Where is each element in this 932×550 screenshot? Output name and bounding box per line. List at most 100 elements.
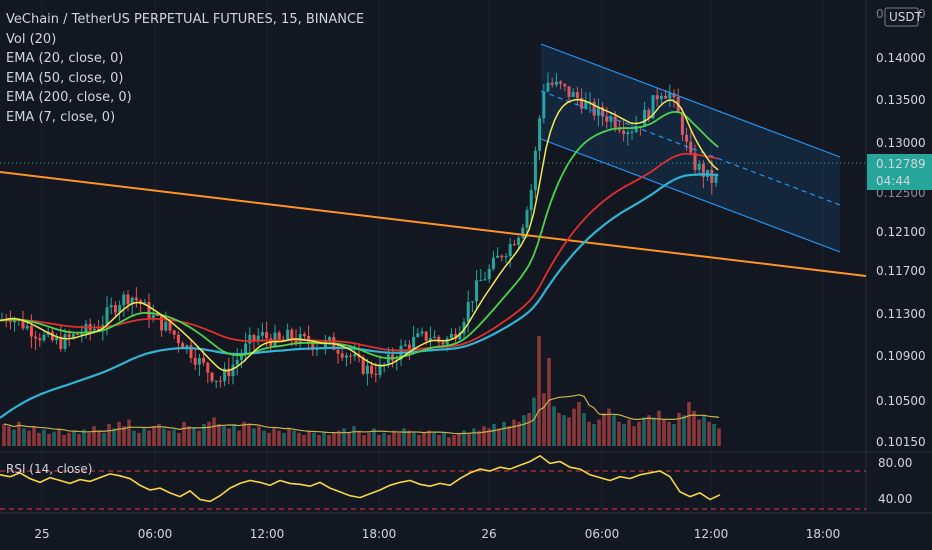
volume-bar (647, 415, 651, 446)
volume-bar (502, 421, 506, 446)
volume-bar (142, 428, 146, 446)
volume-bar (582, 413, 586, 446)
candle (290, 327, 294, 347)
volume-bar (542, 393, 546, 446)
volume-bar (312, 432, 316, 446)
volume-bar (297, 432, 301, 446)
candle (668, 84, 672, 107)
candle (575, 86, 579, 105)
volume-bar (162, 428, 166, 446)
candle (533, 146, 537, 200)
volume-bar (122, 426, 126, 446)
candle (475, 270, 479, 311)
candle (521, 223, 525, 239)
study-ema-20[interactable]: EMA (20, close, 0) (6, 51, 124, 66)
candle (496, 247, 500, 258)
volume-bar (352, 426, 356, 446)
candle (55, 333, 59, 345)
volume-bar (87, 432, 91, 446)
volume-bar (317, 435, 321, 446)
candle (592, 98, 596, 121)
volume-bar (432, 432, 436, 446)
channel-fill (541, 44, 840, 252)
price-tick: 0.13500 (876, 93, 926, 107)
candle (298, 326, 302, 348)
volume-bar (517, 421, 521, 446)
candle (260, 322, 264, 342)
volume-bar (637, 421, 641, 446)
volume-bar (242, 421, 246, 446)
currency-badge[interactable]: USDT (884, 7, 923, 27)
candle (210, 371, 214, 384)
study-ema-200[interactable]: EMA (200, close, 0) (6, 90, 132, 105)
candle (365, 358, 369, 386)
volume-bar (227, 428, 231, 446)
candle (109, 297, 113, 314)
rsi-study-label[interactable]: RSI (14, close) (6, 462, 93, 476)
volume-bar (427, 430, 431, 446)
volume-bar (597, 419, 601, 446)
volume-bar (482, 426, 486, 446)
volume-bar (322, 432, 326, 446)
volume-bar (492, 424, 496, 446)
candle (344, 352, 348, 367)
candle (483, 271, 487, 281)
study-volume[interactable]: Vol (20) (6, 31, 57, 47)
volume-bar (532, 397, 536, 446)
volume-bar (302, 435, 306, 446)
volume-bar (2, 424, 6, 446)
symbol-title[interactable]: VeChain / TetherUS PERPETUAL FUTURES, 15… (6, 12, 365, 27)
volume-bar (677, 413, 681, 446)
volume-bar (452, 435, 456, 446)
volume-bar (342, 428, 346, 446)
candle (42, 331, 46, 343)
candle (655, 88, 659, 107)
price-axis[interactable]: 0.14500 0.14000 0.13500 0.13000 0.12500 … (876, 7, 926, 449)
candle (609, 112, 613, 130)
price-tick: 0.10500 (876, 394, 926, 408)
volume-bar (92, 426, 96, 446)
candle (466, 290, 470, 333)
volume-bar (252, 428, 256, 446)
candle (122, 291, 126, 317)
volume-bar (462, 430, 466, 446)
candle (143, 298, 147, 304)
channel-lower-line[interactable] (540, 138, 841, 253)
channel-upper-line[interactable] (540, 43, 841, 158)
volume-bar (602, 413, 606, 446)
volume-bar (667, 421, 671, 446)
time-axis[interactable]: 25 06:00 12:00 18:00 26 06:00 12:00 18:0… (34, 527, 840, 541)
time-tick: 06:00 (138, 527, 173, 541)
volume-bar (232, 424, 236, 446)
candle (559, 80, 563, 90)
volume-bar (657, 410, 661, 446)
price-tick: 0.10900 (876, 349, 926, 363)
candle (403, 339, 407, 347)
candle (172, 329, 176, 340)
candle (626, 129, 630, 146)
volume-bar (187, 426, 191, 446)
study-ema-50[interactable]: EMA (50, close, 0) (6, 70, 124, 86)
candle (235, 348, 239, 376)
volume-bar (422, 432, 426, 446)
time-tick: 26 (481, 527, 496, 541)
volume-bar (362, 435, 366, 446)
volume-bar (282, 432, 286, 446)
candle (113, 301, 117, 317)
orange-trendline[interactable] (0, 171, 867, 277)
volume-bar (437, 435, 441, 446)
volume-bar (672, 424, 676, 446)
volume-bar (82, 429, 86, 446)
volume-bar (612, 415, 616, 446)
study-ema-7[interactable]: EMA (7, close, 0) (6, 109, 116, 125)
volume-bar (42, 429, 46, 446)
candle (286, 323, 290, 341)
volume-bar (267, 432, 271, 446)
volume-bar (587, 421, 591, 446)
volume-bar (52, 431, 56, 446)
price-tick: 0.13000 (876, 136, 926, 150)
candle (567, 86, 571, 103)
ema-7-line (0, 98, 719, 372)
regression-channel[interactable] (540, 43, 841, 253)
